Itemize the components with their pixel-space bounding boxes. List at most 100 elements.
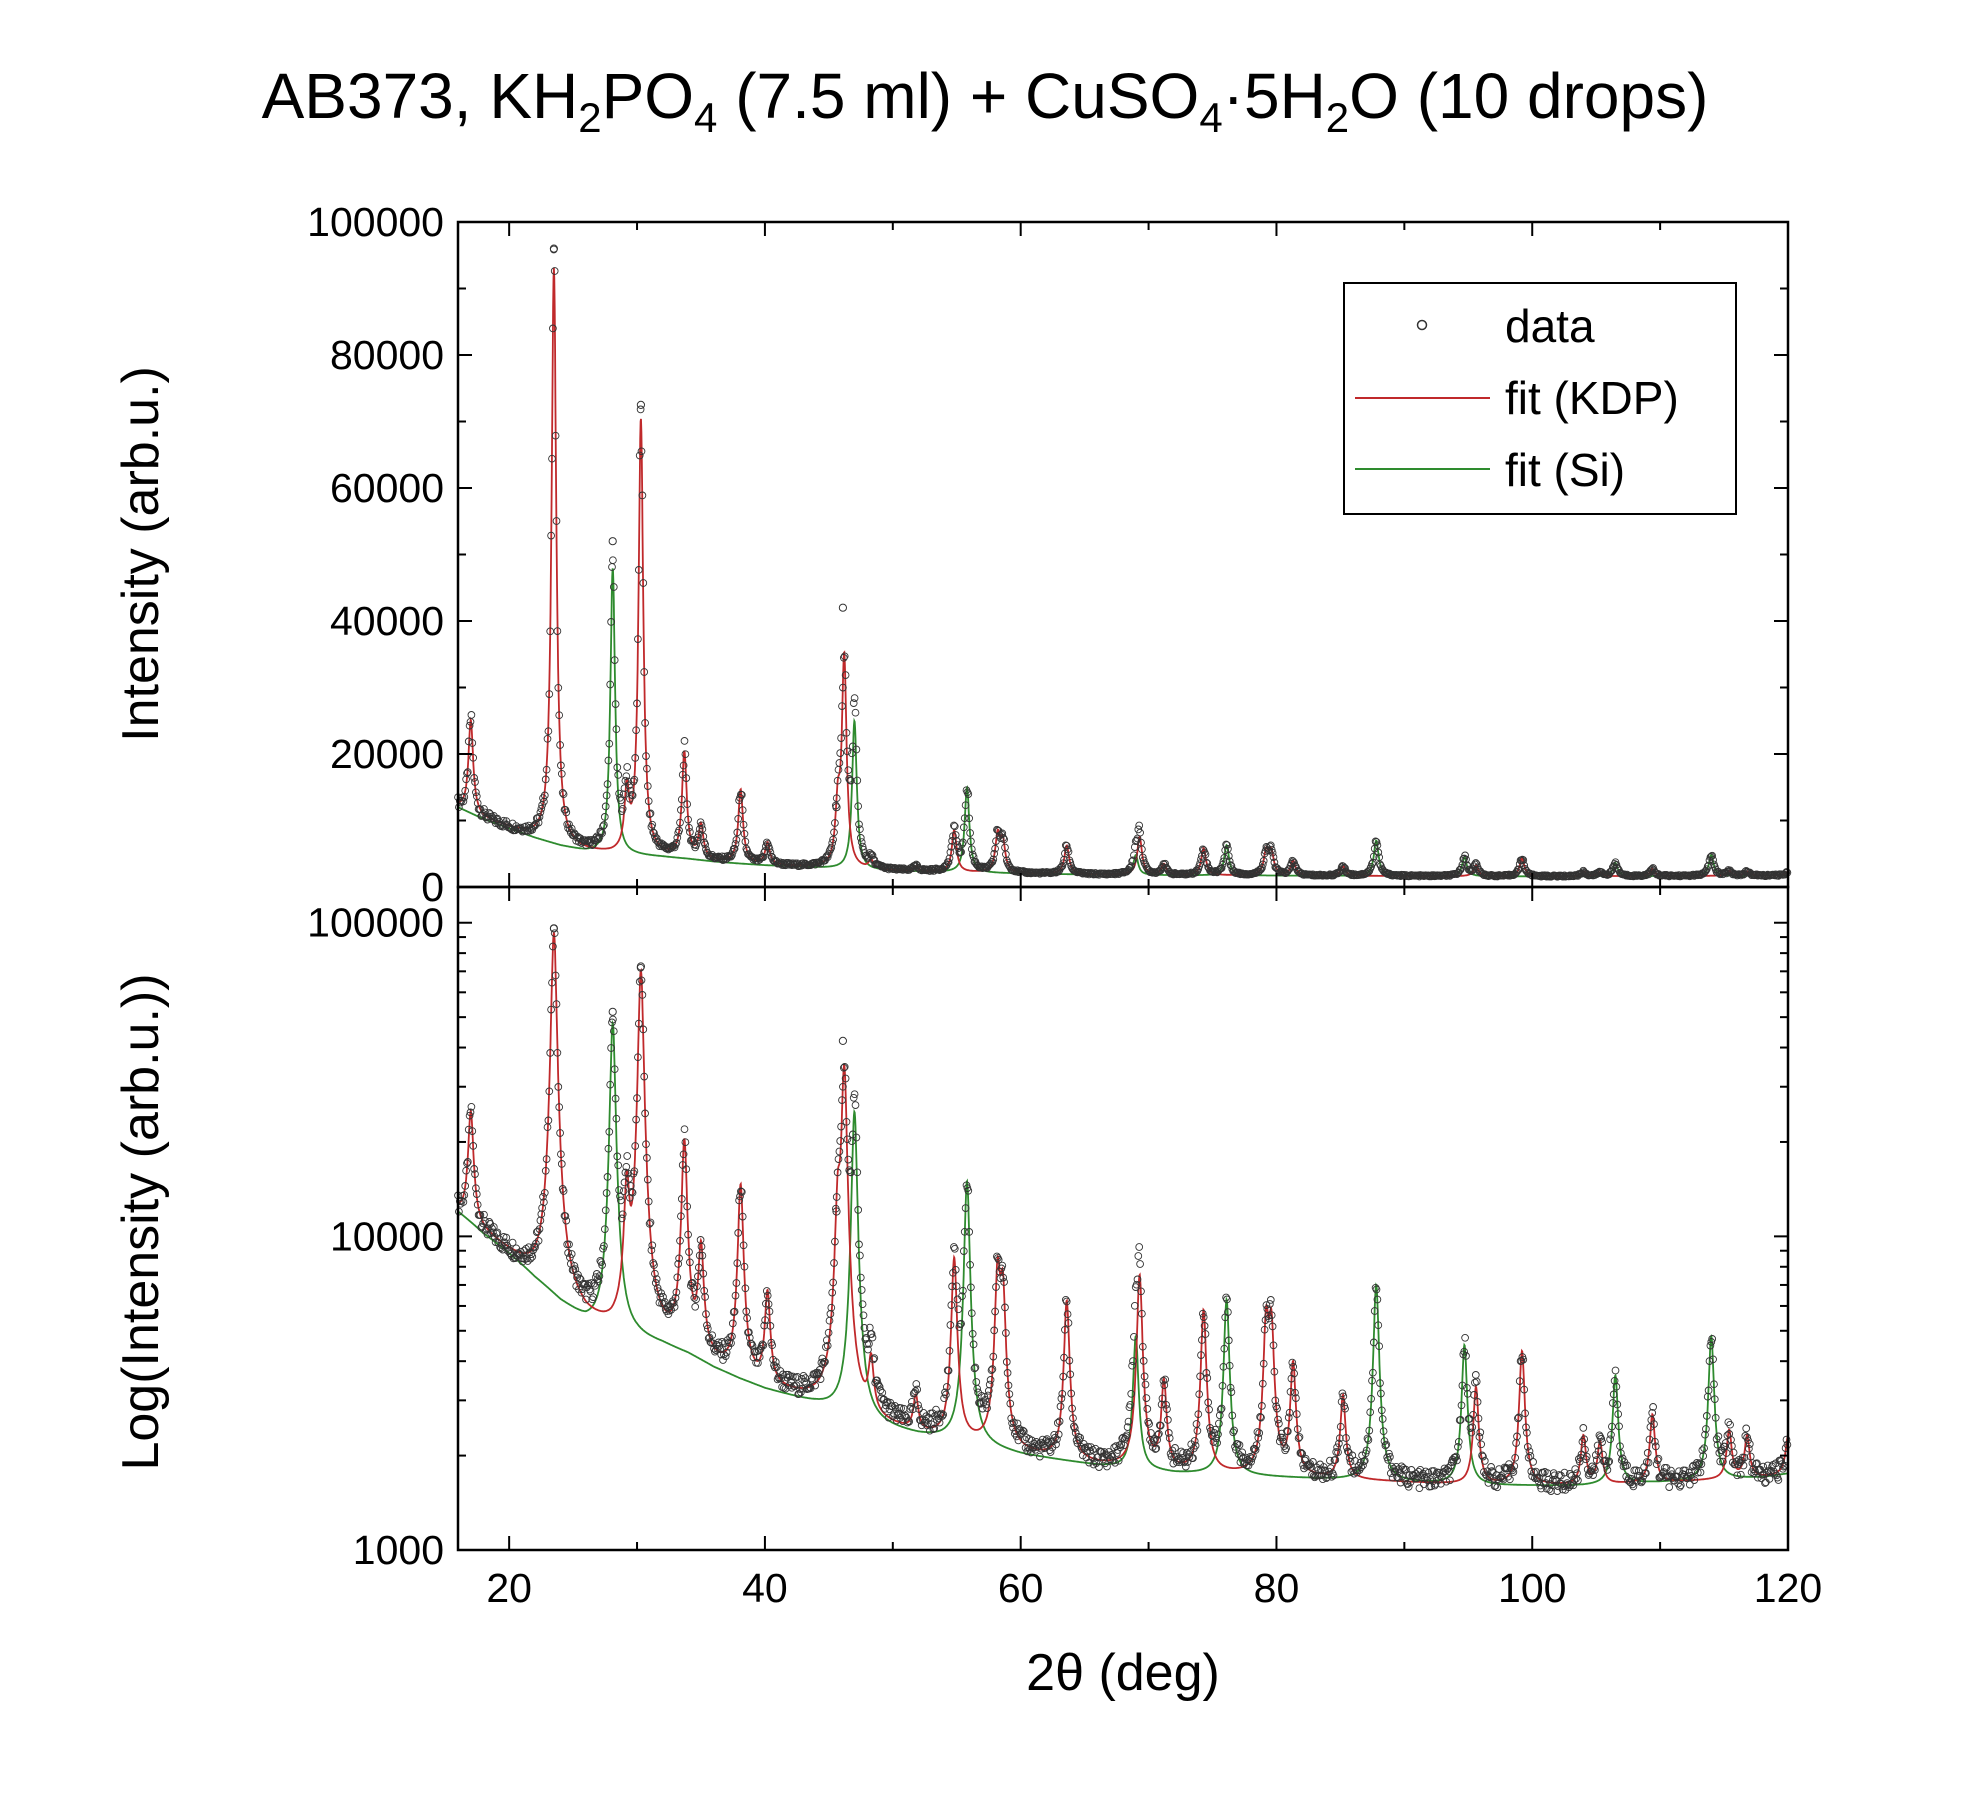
- top-ticks-layer: 0 20000 40000 60000 80000 100000: [307, 199, 1789, 910]
- data-point: [1535, 871, 1544, 880]
- data-point: [727, 852, 735, 861]
- data-point: [948, 837, 956, 845]
- data-point: [835, 759, 844, 767]
- data-point: [945, 854, 954, 863]
- data-point: [979, 1398, 988, 1407]
- data-point: [970, 1364, 979, 1373]
- data-point: [1111, 1458, 1119, 1467]
- data-point: [732, 1279, 741, 1287]
- data-point: [617, 1196, 625, 1205]
- bottom-plot-frame: [456, 885, 1790, 1552]
- data-point: [1128, 1361, 1136, 1370]
- data-point: [1069, 1414, 1077, 1423]
- y-tick-label: 100000: [307, 199, 444, 245]
- data-point: [1519, 856, 1528, 864]
- data-point: [1130, 851, 1138, 860]
- data-point: [489, 1228, 497, 1237]
- data-point: [1070, 1424, 1079, 1432]
- data-point: [1698, 1446, 1707, 1455]
- data-point: [935, 1418, 944, 1427]
- data-point: [559, 1187, 568, 1195]
- data-point: [606, 1080, 615, 1089]
- data-point: [841, 671, 850, 679]
- data-point: [600, 813, 609, 821]
- data-point: [698, 1251, 707, 1260]
- data-point: [1607, 1430, 1615, 1439]
- data-point: [950, 821, 958, 830]
- data-point: [981, 1395, 990, 1404]
- data-point: [1194, 1410, 1203, 1419]
- data-point: [638, 491, 647, 500]
- data-point: [837, 734, 845, 742]
- data-point: [1159, 1376, 1168, 1385]
- data-point: [469, 1142, 478, 1150]
- data-point: [1612, 1382, 1621, 1391]
- data-point: [852, 745, 861, 754]
- data-point: [1123, 1423, 1132, 1431]
- data-point: [622, 772, 631, 781]
- data-point: [1782, 868, 1791, 876]
- data-point: [855, 820, 863, 829]
- data-point: [637, 447, 646, 456]
- data-point: [610, 656, 619, 664]
- data-point: [832, 1193, 841, 1201]
- data-point: [463, 769, 471, 778]
- data-point: [1349, 1466, 1358, 1475]
- data-point: [1372, 838, 1381, 846]
- data-point: [958, 840, 966, 849]
- y-tick-label: 20000: [330, 731, 444, 777]
- data-point: [1576, 1453, 1585, 1462]
- data-point: [638, 991, 647, 999]
- data-point: [1204, 1398, 1213, 1407]
- x-tick-label: 100: [1498, 1565, 1566, 1611]
- data-point: [1056, 1402, 1065, 1411]
- data-point: [540, 791, 549, 800]
- data-point: [640, 668, 649, 676]
- data-point: [1318, 1475, 1327, 1484]
- data-point: [534, 1236, 543, 1245]
- data-point: [1667, 1466, 1675, 1475]
- data-point: [993, 1254, 1002, 1262]
- data-point: [966, 1260, 974, 1269]
- data-point: [653, 1284, 662, 1292]
- data-point: [848, 1137, 856, 1146]
- data-point: [1225, 1361, 1234, 1370]
- data-point: [859, 1311, 868, 1320]
- data-point: [1256, 1413, 1264, 1421]
- data-point: [543, 734, 552, 743]
- data-point: [480, 805, 488, 813]
- data-point: [868, 851, 877, 860]
- data-point: [465, 721, 474, 730]
- data-point: [1010, 1418, 1018, 1427]
- data-point: [632, 726, 640, 735]
- data-point: [1237, 1452, 1246, 1461]
- data-point: [607, 618, 615, 626]
- data-point: [1203, 1374, 1212, 1382]
- data-point: [1364, 1436, 1373, 1444]
- data-point: [733, 828, 742, 837]
- data-point: [1367, 1394, 1375, 1403]
- data-point: [1603, 1466, 1612, 1474]
- data-point: [1054, 867, 1063, 876]
- data-point: [1211, 1425, 1220, 1434]
- data-point: [1598, 1438, 1606, 1446]
- data-point: [1247, 1457, 1255, 1466]
- data-point: [853, 1168, 862, 1177]
- data-point: [1113, 1449, 1121, 1457]
- data-point: [670, 1303, 679, 1311]
- data-point: [799, 1371, 808, 1380]
- data-point: [1107, 1451, 1116, 1459]
- data-point: [1327, 1472, 1336, 1481]
- data-point: [838, 702, 846, 710]
- data-point: [735, 1196, 743, 1205]
- data-point: [609, 1015, 617, 1024]
- data-point: [884, 1413, 893, 1422]
- data-point: [473, 1200, 482, 1209]
- data-point: [1136, 828, 1144, 837]
- data-point: [1710, 1395, 1719, 1404]
- data-point: [1002, 1329, 1010, 1337]
- data-point: [565, 820, 573, 829]
- data-point: [828, 1288, 837, 1297]
- data-point: [603, 780, 612, 788]
- data-point: [964, 790, 973, 798]
